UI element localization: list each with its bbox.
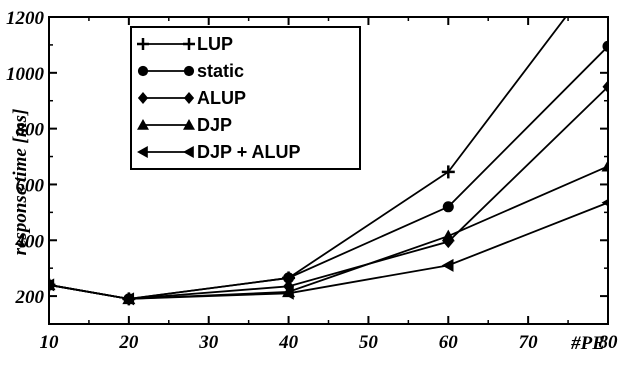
- y-tick-label: 600: [16, 175, 45, 196]
- data-point-circle: [137, 65, 149, 77]
- data-point-plus: [441, 165, 455, 179]
- series-triangle-left: [49, 198, 608, 306]
- legend-entry: LUP: [137, 34, 233, 54]
- x-tick-label: 80: [599, 332, 619, 353]
- x-tick-label: 50: [359, 332, 379, 353]
- tick-labels: 10 20 30 40 50 60 70 80 200 400 600 800 1000 1200: [6, 8, 618, 353]
- data-point-circle: [183, 65, 195, 77]
- x-axis-title: #PE: [570, 333, 605, 354]
- y-tick-label: 1000: [6, 64, 45, 85]
- data-point-circle: [283, 272, 295, 284]
- x-tick-label: 60: [439, 332, 459, 353]
- data-point-plus: [137, 38, 149, 50]
- y-axis-title: response time [ms]: [10, 109, 31, 256]
- x-tick-label: 70: [519, 332, 539, 353]
- legend-label: DJP + ALUP: [197, 142, 301, 162]
- y-tick-label: 800: [16, 120, 45, 141]
- axes: [48, 16, 609, 325]
- data-point-diamond: [442, 235, 454, 249]
- legend-entry: ALUP: [137, 88, 246, 108]
- x-tick-label: 10: [40, 332, 60, 353]
- legend-entry: static: [137, 61, 244, 81]
- data-point-triangle: [601, 159, 608, 172]
- data-point-triangle-left: [282, 286, 294, 300]
- data-point-circle: [442, 201, 454, 213]
- data-point-triangle: [183, 119, 195, 130]
- x-tick-label: 40: [278, 332, 299, 353]
- data-point-diamond: [183, 92, 195, 104]
- x-tick-label: 20: [118, 332, 139, 353]
- data-point-circle: [602, 40, 608, 52]
- data-point-triangle: [441, 229, 455, 242]
- y-tick-label: 1200: [6, 8, 45, 29]
- legend-label: LUP: [197, 34, 233, 54]
- y-tick-label: 200: [15, 287, 45, 308]
- legend-label: DJP: [197, 115, 232, 135]
- series-triangle: [49, 159, 608, 305]
- data-point-diamond: [137, 92, 149, 104]
- data-point-triangle-left: [137, 146, 148, 158]
- data-point-diamond: [602, 80, 608, 94]
- data-point-plus: [183, 38, 195, 50]
- legend-entry: DJP: [137, 115, 232, 135]
- legend-entry: DJP + ALUP: [137, 142, 301, 162]
- data-point-triangle: [137, 119, 149, 130]
- legend-label: ALUP: [197, 88, 246, 108]
- series-line: [49, 165, 608, 300]
- data-point-triangle-left: [122, 292, 135, 306]
- legend: LUP static ALUP DJP DJP + ALUP: [130, 26, 361, 170]
- x-tick-label: 30: [198, 332, 219, 353]
- legend-label: static: [197, 61, 244, 81]
- data-point-triangle-left: [601, 198, 608, 207]
- data-point-triangle-left: [183, 146, 194, 158]
- data-point-triangle-left: [49, 278, 55, 292]
- data-point-triangle-left: [441, 258, 454, 272]
- series-layer: [49, 17, 608, 306]
- y-tick-label: 400: [15, 231, 45, 252]
